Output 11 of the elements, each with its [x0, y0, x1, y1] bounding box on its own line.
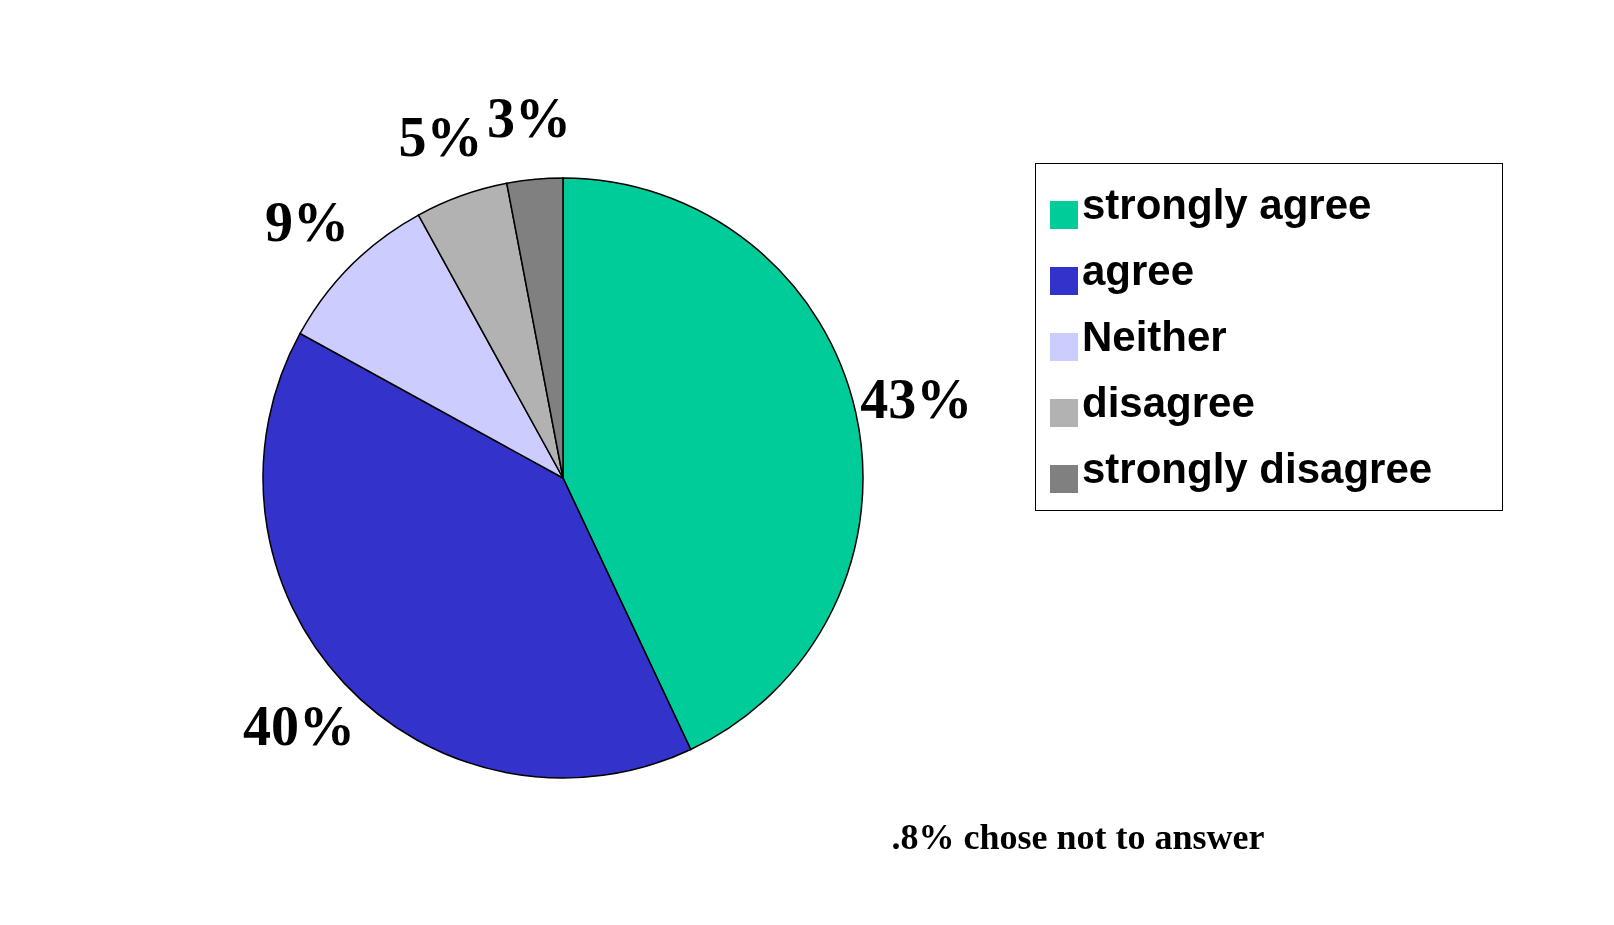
data-label: 40%	[243, 694, 356, 757]
legend-label: strongly disagree	[1082, 445, 1433, 492]
legend-label: disagree	[1082, 379, 1255, 426]
legend-label: strongly agree	[1082, 181, 1372, 228]
text: .8% chose not to answer	[890, 816, 1266, 858]
data-label: 43%	[860, 368, 973, 431]
data-label: 5%	[398, 106, 483, 169]
legend-label: Neither	[1082, 313, 1227, 360]
legend-label: agree	[1082, 247, 1195, 294]
data-label: 9%	[265, 191, 350, 254]
data-label: 3%	[486, 86, 571, 149]
